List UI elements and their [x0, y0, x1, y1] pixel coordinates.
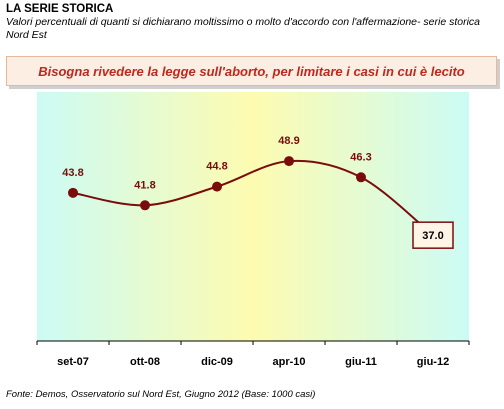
data-point-marker	[140, 200, 150, 211]
question-banner: Bisogna rivedere la legge sull'aborto, p…	[6, 56, 497, 86]
data-label: 43.8	[62, 167, 83, 179]
chart-title: LA SERIE STORICA	[6, 3, 114, 15]
series-line	[72, 159, 434, 236]
plot-background	[37, 92, 469, 341]
data-point-marker	[284, 156, 294, 167]
x-tick-label: giu-12	[417, 356, 449, 368]
data-point-marker	[212, 181, 222, 192]
x-tick-label: giu-11	[345, 356, 377, 368]
x-tick-label: set-07	[57, 356, 89, 368]
x-tick-label: ott-08	[130, 356, 160, 368]
data-point-marker	[356, 172, 366, 183]
data-label: 41.8	[134, 179, 155, 191]
data-label: 44.8	[206, 161, 227, 173]
x-tick-label: apr-10	[272, 356, 305, 368]
highlighted-value-box	[412, 221, 454, 249]
data-label: 48.9	[278, 135, 299, 147]
data-label: 46.3	[350, 151, 371, 163]
x-tick-label: dic-09	[201, 356, 233, 368]
data-point-marker	[68, 187, 78, 198]
question-text: Bisogna rivedere la legge sull'aborto, p…	[38, 63, 465, 79]
chart-subtitle: Valori percentuali di quanti si dichiara…	[6, 16, 481, 41]
data-label: 37.0	[422, 230, 443, 242]
source-note: Fonte: Demos, Osservatorio sul Nord Est,…	[6, 389, 316, 400]
